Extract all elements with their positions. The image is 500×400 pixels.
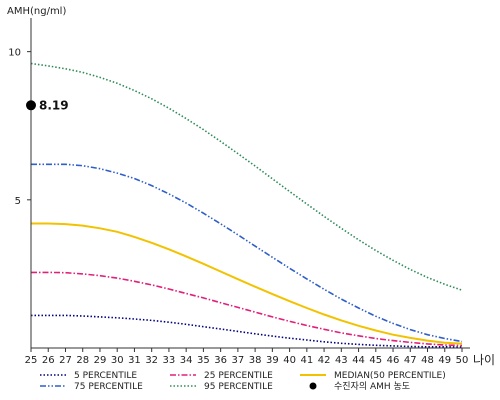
x-tick-label-28: 28 [76, 355, 89, 366]
series-line-median-50-percentile [31, 222, 463, 345]
x-tick-label-36: 36 [214, 355, 227, 366]
y-tick-label-5: 5 [15, 196, 21, 207]
series-line-75-percentile [31, 163, 463, 343]
x-tick-label-48: 48 [421, 355, 434, 366]
legend-label-25-percentile: 25 PERCENTILE [204, 371, 273, 381]
x-tick-label-30: 30 [111, 355, 124, 366]
x-tick-label-29: 29 [94, 355, 107, 366]
legend-swatch-marker [309, 382, 317, 390]
x-tick-label-41: 41 [300, 355, 313, 366]
x-tick-label-50: 50 [456, 355, 469, 366]
x-tick-label-34: 34 [180, 355, 193, 366]
marker-value-label: 8.19 [39, 98, 69, 112]
y-ticks: 5 10 [8, 48, 31, 207]
x-ticks: 25 26 27 28 29 30 31 32 33 34 35 36 37 38 39 40 41 42 43 44… [25, 348, 469, 366]
marker-point [26, 100, 36, 111]
x-tick-label-43: 43 [335, 355, 348, 366]
x-tick-label-45: 45 [369, 355, 382, 366]
x-tick-label-49: 49 [438, 355, 451, 366]
x-tick-label-26: 26 [42, 355, 55, 366]
y-axis-label: AMH(ng/ml) [7, 6, 66, 17]
x-tick-label-40: 40 [283, 355, 296, 366]
legend-label-marker: 수진자의 AMH 농도 [334, 381, 410, 392]
x-tick-label-44: 44 [352, 355, 365, 366]
x-tick-label-37: 37 [232, 355, 245, 366]
x-tick-label-39: 39 [266, 355, 279, 366]
legend-label-95-percentile: 95 PERCENTILE [204, 382, 273, 392]
x-tick-label-47: 47 [404, 355, 417, 366]
patient-marker: 8.19 [26, 98, 69, 112]
x-tick-label-27: 27 [59, 355, 72, 366]
series-line-95-percentile [30, 62, 463, 291]
x-axis-label: 나이 [473, 353, 495, 367]
x-tick-label-42: 42 [318, 355, 331, 366]
x-tick-label-46: 46 [387, 355, 400, 366]
x-tick-label-32: 32 [145, 355, 158, 366]
x-tick-label-38: 38 [249, 355, 262, 366]
x-tick-label-31: 31 [128, 355, 141, 366]
legend: 5 PERCENTILE 25 PERCENTILE MEDIAN(50 PERCE… [40, 371, 446, 392]
series-layer [30, 62, 463, 348]
legend-label-5-percentile: 5 PERCENTILE [74, 371, 137, 381]
y-tick-label-10: 10 [8, 48, 21, 59]
x-tick-label-25: 25 [25, 355, 38, 366]
legend-label-75-percentile: 75 PERCENTILE [74, 382, 143, 392]
legend-label-median-50-percentile: MEDIAN(50 PERCENTILE) [334, 371, 446, 381]
x-tick-label-35: 35 [197, 355, 210, 366]
series-line-5-percentile [31, 314, 463, 348]
series-line-25-percentile [31, 271, 463, 347]
x-tick-label-33: 33 [163, 355, 176, 366]
